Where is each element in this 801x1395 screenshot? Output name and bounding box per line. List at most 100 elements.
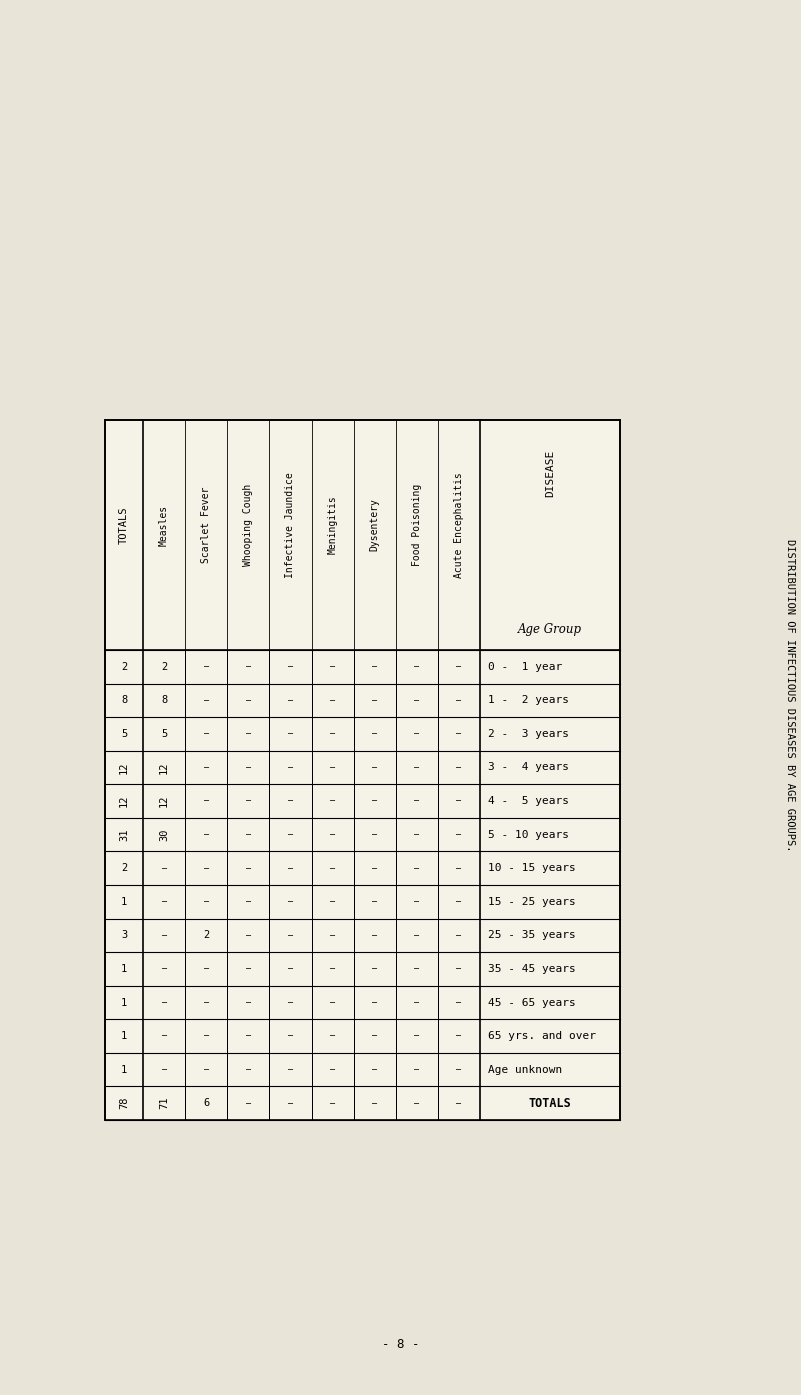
Text: —: — xyxy=(457,1066,461,1074)
Text: —: — xyxy=(414,1031,419,1041)
Text: —: — xyxy=(372,1031,377,1041)
Text: —: — xyxy=(414,730,419,738)
Text: —: — xyxy=(414,1066,419,1074)
Text: 1: 1 xyxy=(121,997,127,1007)
Text: 45 - 65 years: 45 - 65 years xyxy=(488,997,576,1007)
Text: —: — xyxy=(246,797,251,805)
Text: —: — xyxy=(246,730,251,738)
Text: —: — xyxy=(203,964,209,974)
Text: 78: 78 xyxy=(119,1096,129,1109)
Text: 8: 8 xyxy=(161,695,167,706)
Text: 1 -  2 years: 1 - 2 years xyxy=(488,695,569,706)
Text: Meningitis: Meningitis xyxy=(328,495,337,554)
Text: - 8 -: - 8 - xyxy=(382,1338,420,1352)
Text: 15 - 25 years: 15 - 25 years xyxy=(488,897,576,907)
Text: 1: 1 xyxy=(121,964,127,974)
Text: 3 -  4 years: 3 - 4 years xyxy=(488,763,569,773)
Text: —: — xyxy=(414,1099,419,1108)
Text: —: — xyxy=(330,964,335,974)
Text: —: — xyxy=(203,1066,209,1074)
Text: —: — xyxy=(203,696,209,704)
Text: 6: 6 xyxy=(203,1098,209,1108)
Text: 12: 12 xyxy=(159,762,169,774)
Text: Food Poisoning: Food Poisoning xyxy=(412,484,422,566)
Text: —: — xyxy=(372,1066,377,1074)
Text: 31: 31 xyxy=(119,829,129,841)
Text: —: — xyxy=(246,1066,251,1074)
Text: —: — xyxy=(203,897,209,907)
Text: 30: 30 xyxy=(159,829,169,841)
Text: —: — xyxy=(246,696,251,704)
Text: 2: 2 xyxy=(203,930,209,940)
Text: —: — xyxy=(457,797,461,805)
Bar xyxy=(105,420,620,1120)
Text: —: — xyxy=(203,1031,209,1041)
Text: —: — xyxy=(457,830,461,840)
Text: —: — xyxy=(414,763,419,771)
Text: Age unknown: Age unknown xyxy=(488,1064,562,1074)
Text: —: — xyxy=(246,1031,251,1041)
Text: —: — xyxy=(457,730,461,738)
Text: —: — xyxy=(330,730,335,738)
Text: 5: 5 xyxy=(121,730,127,739)
Text: Infective Jaundice: Infective Jaundice xyxy=(285,472,296,578)
Text: 3: 3 xyxy=(121,930,127,940)
Text: —: — xyxy=(372,797,377,805)
Text: —: — xyxy=(372,663,377,671)
Text: 2: 2 xyxy=(121,864,127,873)
Text: —: — xyxy=(457,997,461,1007)
Text: —: — xyxy=(246,997,251,1007)
Text: —: — xyxy=(288,730,293,738)
Text: —: — xyxy=(288,1099,293,1108)
Text: —: — xyxy=(203,797,209,805)
Text: —: — xyxy=(372,1099,377,1108)
Text: —: — xyxy=(330,663,335,671)
Text: —: — xyxy=(330,696,335,704)
Text: Scarlet Fever: Scarlet Fever xyxy=(201,487,211,564)
Text: —: — xyxy=(372,830,377,840)
Text: —: — xyxy=(414,930,419,940)
Text: —: — xyxy=(330,997,335,1007)
Text: —: — xyxy=(372,864,377,873)
Text: 1: 1 xyxy=(121,1064,127,1074)
Text: —: — xyxy=(203,730,209,738)
Text: —: — xyxy=(414,897,419,907)
Text: TOTALS: TOTALS xyxy=(529,1096,571,1109)
Text: —: — xyxy=(330,830,335,840)
Text: —: — xyxy=(457,696,461,704)
Text: —: — xyxy=(330,864,335,873)
Text: —: — xyxy=(162,864,167,873)
Text: —: — xyxy=(330,1066,335,1074)
Text: 1: 1 xyxy=(121,1031,127,1041)
Text: TOTALS: TOTALS xyxy=(119,506,129,544)
Text: 8: 8 xyxy=(121,695,127,706)
Text: —: — xyxy=(457,1099,461,1108)
Text: —: — xyxy=(457,1031,461,1041)
Text: —: — xyxy=(246,830,251,840)
Text: —: — xyxy=(162,964,167,974)
Text: 35 - 45 years: 35 - 45 years xyxy=(488,964,576,974)
Text: —: — xyxy=(288,897,293,907)
Text: —: — xyxy=(372,964,377,974)
Text: —: — xyxy=(330,930,335,940)
Text: —: — xyxy=(246,930,251,940)
Text: 1: 1 xyxy=(121,897,127,907)
Text: DISTRIBUTION OF INFECTIOUS DISEASES BY AGE GROUPS.: DISTRIBUTION OF INFECTIOUS DISEASES BY A… xyxy=(785,538,795,851)
Text: —: — xyxy=(288,797,293,805)
Text: —: — xyxy=(288,997,293,1007)
Text: —: — xyxy=(414,663,419,671)
Text: Whooping Cough: Whooping Cough xyxy=(244,484,253,566)
Text: —: — xyxy=(457,763,461,771)
Text: —: — xyxy=(203,763,209,771)
Text: 2 -  3 years: 2 - 3 years xyxy=(488,730,569,739)
Text: 5: 5 xyxy=(161,730,167,739)
Text: 2: 2 xyxy=(121,661,127,672)
Text: —: — xyxy=(288,930,293,940)
Text: —: — xyxy=(288,663,293,671)
Text: —: — xyxy=(414,864,419,873)
Text: 12: 12 xyxy=(159,795,169,808)
Text: —: — xyxy=(288,830,293,840)
Text: —: — xyxy=(203,864,209,873)
Text: —: — xyxy=(372,696,377,704)
Text: —: — xyxy=(457,864,461,873)
